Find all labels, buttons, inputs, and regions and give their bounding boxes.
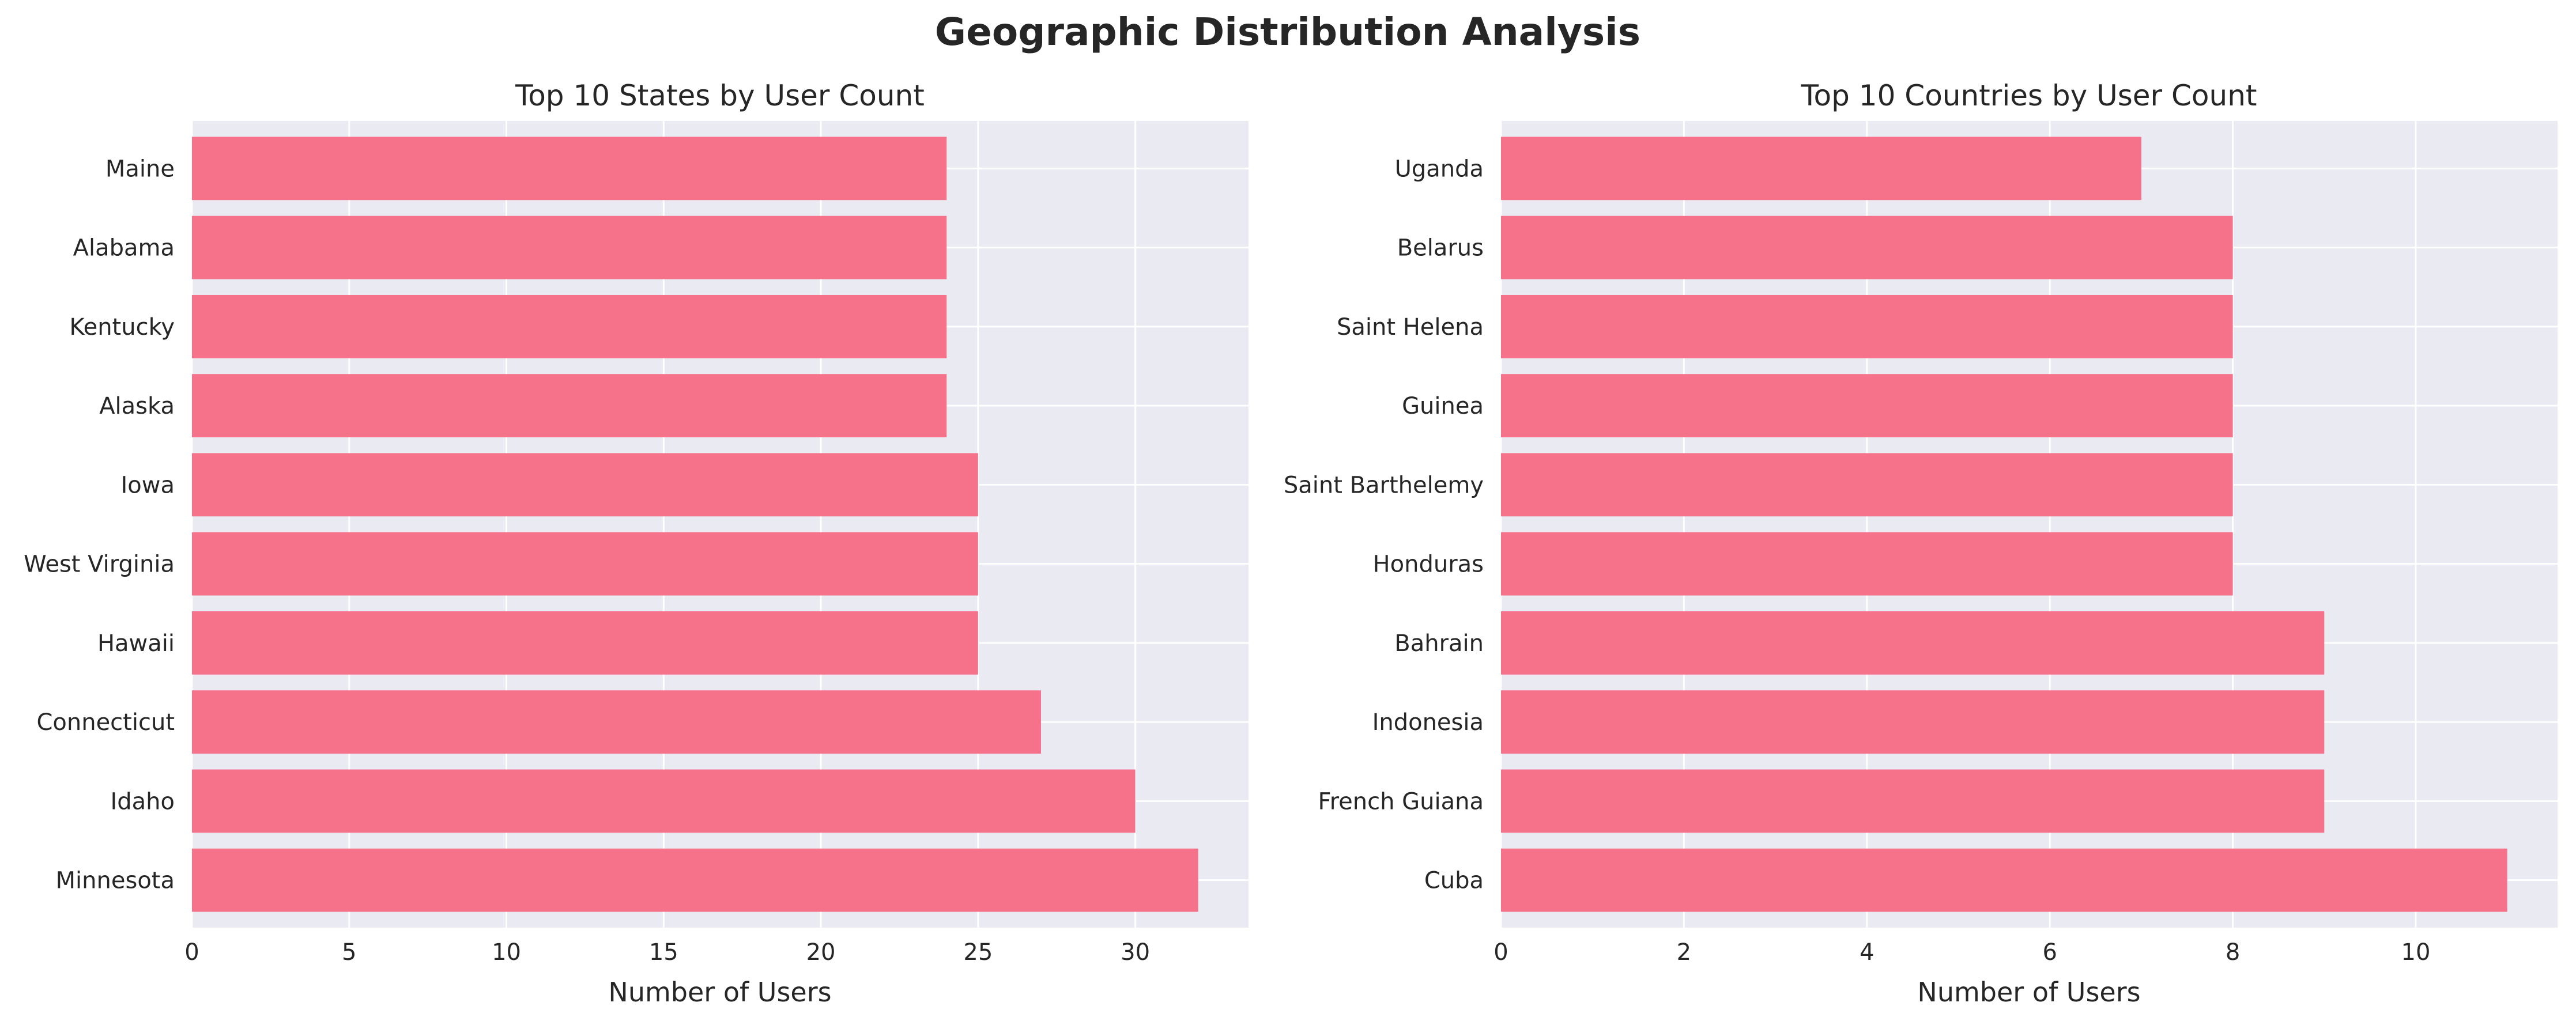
bar — [192, 611, 978, 675]
y-tick-label: Cuba — [1424, 868, 1484, 894]
x-tick-label: 15 — [649, 939, 678, 966]
bar — [1501, 374, 2233, 438]
bar — [1501, 690, 2325, 754]
y-tick-label: West Virginia — [24, 551, 175, 578]
bar — [192, 769, 1136, 833]
y-tick-label: Minnesota — [56, 868, 175, 894]
y-tick-label: Saint Barthelemy — [1284, 472, 1484, 498]
bar — [1501, 532, 2233, 596]
y-tick-label: French Guiana — [1318, 788, 1484, 815]
y-tick-label: Belarus — [1397, 235, 1484, 262]
bar — [192, 215, 947, 279]
bar — [192, 294, 947, 358]
chart-countries: Uganda Belarus Saint Helena Guinea Saint Bar… — [1284, 79, 2558, 1008]
y-tick-label: Hawaii — [97, 630, 175, 657]
y-tick-label: Alabama — [73, 235, 175, 262]
chart-states: Maine Alabama Kentucky Alaska Iowa West Virgi… — [24, 79, 1249, 1008]
bar — [1501, 611, 2325, 675]
y-tick-label: Connecticut — [36, 709, 175, 736]
y-tick-labels: Uganda Belarus Saint Helena Guinea Saint Bar… — [1284, 156, 1484, 894]
chart-title: Top 10 Countries by User Count — [1801, 79, 2257, 112]
bar — [192, 848, 1198, 912]
bar — [192, 137, 947, 201]
x-tick-label: 0 — [184, 939, 199, 966]
x-tick-label: 10 — [2401, 939, 2431, 966]
x-tick-labels: 0 5 10 15 20 25 30 — [184, 939, 1150, 966]
y-tick-label: Iowa — [121, 472, 175, 498]
bar — [1501, 137, 2141, 201]
bar — [1501, 215, 2233, 279]
chart-title: Top 10 States by User Count — [515, 79, 925, 112]
x-tick-label: 8 — [2226, 939, 2240, 966]
x-tick-label: 4 — [1860, 939, 1874, 966]
x-tick-label: 5 — [342, 939, 356, 966]
bar — [1501, 294, 2233, 358]
y-tick-labels: Maine Alabama Kentucky Alaska Iowa West Virgi… — [24, 156, 175, 894]
bar — [1501, 848, 2507, 912]
bar — [192, 532, 978, 596]
y-tick-label: Maine — [105, 156, 175, 182]
x-tick-label: 6 — [2042, 939, 2057, 966]
bar — [192, 453, 978, 517]
x-tick-label: 20 — [806, 939, 836, 966]
y-tick-label: Honduras — [1373, 551, 1484, 578]
x-tick-label: 2 — [1677, 939, 1691, 966]
y-tick-label: Bahrain — [1394, 630, 1484, 657]
x-tick-label: 30 — [1121, 939, 1150, 966]
y-tick-label: Indonesia — [1372, 709, 1484, 736]
bars — [1501, 137, 2507, 912]
bar — [192, 690, 1041, 754]
y-tick-label: Idaho — [110, 788, 175, 815]
bar — [1501, 769, 2325, 833]
x-axis-label: Number of Users — [1917, 977, 2140, 1008]
bar — [192, 374, 947, 438]
y-tick-label: Alaska — [99, 393, 175, 419]
y-tick-label: Saint Helena — [1337, 314, 1484, 341]
y-tick-label: Kentucky — [69, 314, 175, 341]
x-axis-label: Number of Users — [608, 977, 831, 1008]
bars — [192, 137, 1198, 912]
x-tick-labels: 0 2 4 6 8 10 — [1493, 939, 2431, 966]
x-tick-label: 0 — [1493, 939, 1508, 966]
x-tick-label: 10 — [492, 939, 521, 966]
x-tick-label: 25 — [963, 939, 993, 966]
figure-title: Geographic Distribution Analysis — [935, 10, 1640, 54]
y-tick-label: Guinea — [1402, 393, 1484, 419]
bar — [1501, 453, 2233, 517]
y-tick-label: Uganda — [1395, 156, 1484, 182]
